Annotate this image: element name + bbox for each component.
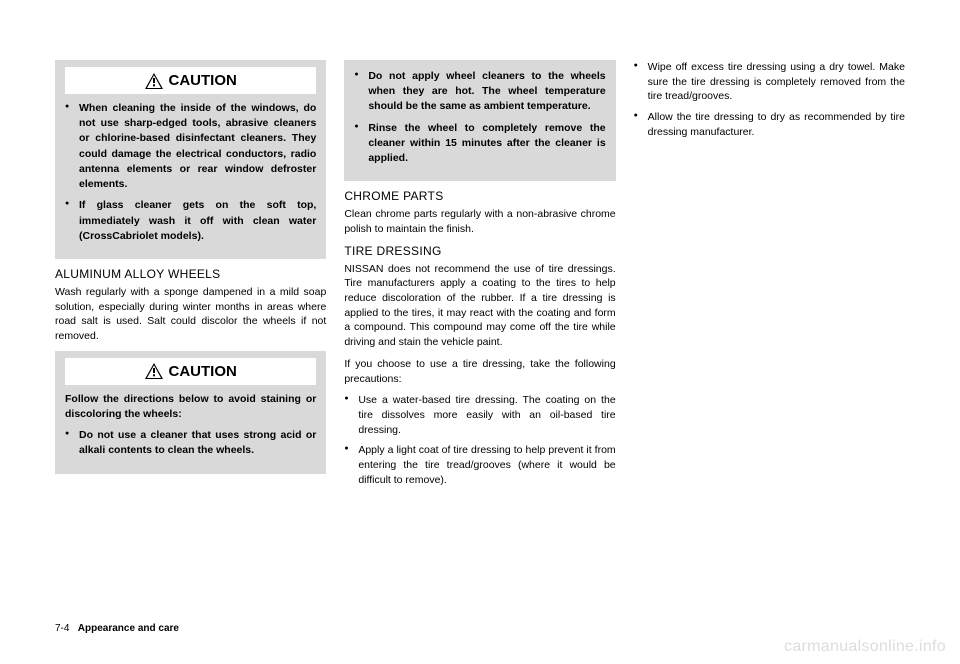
- tire-body: NISSAN does not recommend the use of tir…: [344, 262, 615, 488]
- caution-label-2: CAUTION: [169, 363, 237, 380]
- page-content: CAUTION When cleaning the inside of the …: [0, 0, 960, 523]
- column-2: Do not apply wheel cleaners to the wheel…: [344, 60, 615, 493]
- tire-item-c1: Allow the tire dressing to dry as recomm…: [648, 110, 905, 139]
- caution-body-2-cont: Do not apply wheel cleaners to the wheel…: [354, 69, 605, 166]
- caution1-item-1: If glass cleaner gets on the soft top, i…: [79, 198, 316, 244]
- caution2c-item-1: Rinse the wheel to completely remove the…: [368, 121, 605, 167]
- tire-item-1: Apply a light coat of tire dressing to h…: [358, 443, 615, 487]
- caution2c-item-0: Do not apply wheel cleaners to the wheel…: [368, 69, 605, 115]
- tire-body-cont: Wipe off excess tire dressing using a dr…: [634, 60, 905, 139]
- caution-header-2: CAUTION: [65, 358, 316, 385]
- tire-p2: If you choose to use a tire dressing, ta…: [344, 357, 615, 386]
- caution-label-1: CAUTION: [169, 72, 237, 89]
- caution-body-1: When cleaning the inside of the windows,…: [65, 101, 316, 244]
- caution2-lead: Follow the directions below to avoid sta…: [65, 392, 316, 422]
- tire-item-0: Use a water-based tire dressing. The coa…: [358, 393, 615, 437]
- section-name: Appearance and care: [78, 623, 179, 634]
- watermark: carmanualsonline.info: [784, 638, 946, 656]
- chrome-heading: CHROME PARTS: [344, 189, 615, 203]
- caution-body-2: Follow the directions below to avoid sta…: [65, 392, 316, 459]
- caution2-item-0: Do not use a cleaner that uses strong ac…: [79, 428, 316, 458]
- column-1: CAUTION When cleaning the inside of the …: [55, 60, 326, 493]
- alloy-wheels-heading: ALUMINUM ALLOY WHEELS: [55, 267, 326, 281]
- alloy-wheels-p: Wash regularly with a sponge dampened in…: [55, 285, 326, 344]
- tire-p1: NISSAN does not recommend the use of tir…: [344, 262, 615, 350]
- caution-header-1: CAUTION: [65, 67, 316, 94]
- caution-box-1: CAUTION When cleaning the inside of the …: [55, 60, 326, 259]
- warning-triangle-icon: [145, 73, 163, 89]
- caution-box-2: CAUTION Follow the directions below to a…: [55, 351, 326, 474]
- caution1-item-0: When cleaning the inside of the windows,…: [79, 101, 316, 192]
- caution-box-2-cont: Do not apply wheel cleaners to the wheel…: [344, 60, 615, 181]
- page-number: 7-4: [55, 623, 69, 634]
- alloy-wheels-body: Wash regularly with a sponge dampened in…: [55, 285, 326, 344]
- chrome-body: Clean chrome parts regularly with a non-…: [344, 207, 615, 236]
- tire-heading: TIRE DRESSING: [344, 244, 615, 258]
- page-footer: 7-4 Appearance and care: [55, 623, 179, 634]
- warning-triangle-icon: [145, 363, 163, 379]
- column-3: Wipe off excess tire dressing using a dr…: [634, 60, 905, 493]
- chrome-p: Clean chrome parts regularly with a non-…: [344, 207, 615, 236]
- tire-item-c0: Wipe off excess tire dressing using a dr…: [648, 60, 905, 104]
